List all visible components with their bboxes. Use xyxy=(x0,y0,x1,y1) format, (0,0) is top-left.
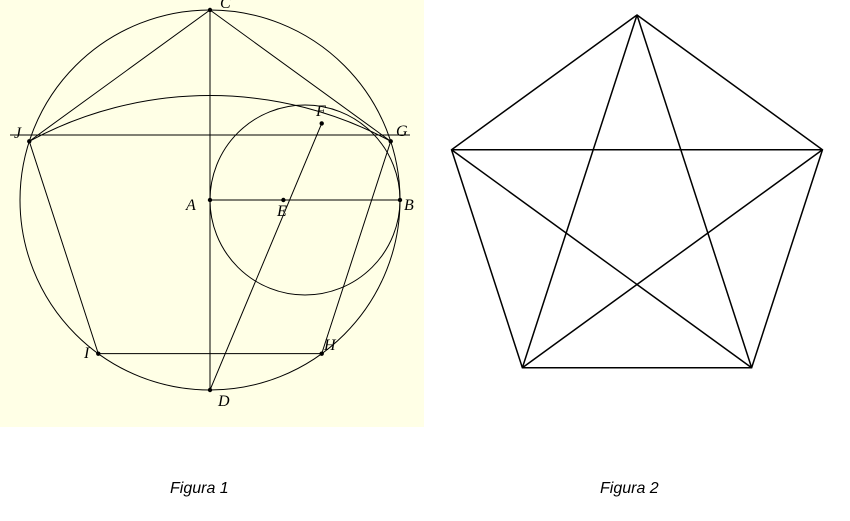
point-A xyxy=(208,198,212,202)
point-I xyxy=(96,351,100,355)
point-B xyxy=(398,198,402,202)
figure-1-svg: A B C D E F G H I J xyxy=(0,0,424,427)
label-D: D xyxy=(217,393,230,410)
label-G: G xyxy=(396,123,408,140)
labels-group: A B C D E F G H I J xyxy=(14,0,414,410)
label-E: E xyxy=(276,203,287,220)
figure-1-caption: Figura 1 xyxy=(170,480,229,498)
line-DF xyxy=(210,123,322,390)
point-D xyxy=(208,388,212,392)
diagonal-0-2 xyxy=(637,15,752,368)
diagonal-1-3 xyxy=(522,150,822,368)
figure-1-panel: A B C D E F G H I J xyxy=(0,0,424,427)
stage: A B C D E F G H I J Figura 1 Figura 2 xyxy=(0,0,850,521)
label-J: J xyxy=(14,125,22,142)
point-E xyxy=(281,198,285,202)
label-I: I xyxy=(83,345,90,362)
point-C xyxy=(208,8,212,12)
diagonal-2-4 xyxy=(452,150,752,368)
label-B: B xyxy=(404,197,414,214)
figure-2-caption: Figura 2 xyxy=(600,480,659,498)
pentagram-group xyxy=(452,15,823,368)
outer-pentagon xyxy=(452,15,823,368)
figure-2-panel xyxy=(424,0,850,427)
label-C: C xyxy=(220,0,231,12)
point-G xyxy=(389,139,393,143)
label-F: F xyxy=(315,103,326,120)
diagonal-0-3 xyxy=(522,15,637,368)
label-H: H xyxy=(323,337,337,354)
figure-2-svg xyxy=(424,0,850,427)
label-A: A xyxy=(185,197,196,214)
point-J xyxy=(27,139,31,143)
point-F xyxy=(320,121,324,125)
